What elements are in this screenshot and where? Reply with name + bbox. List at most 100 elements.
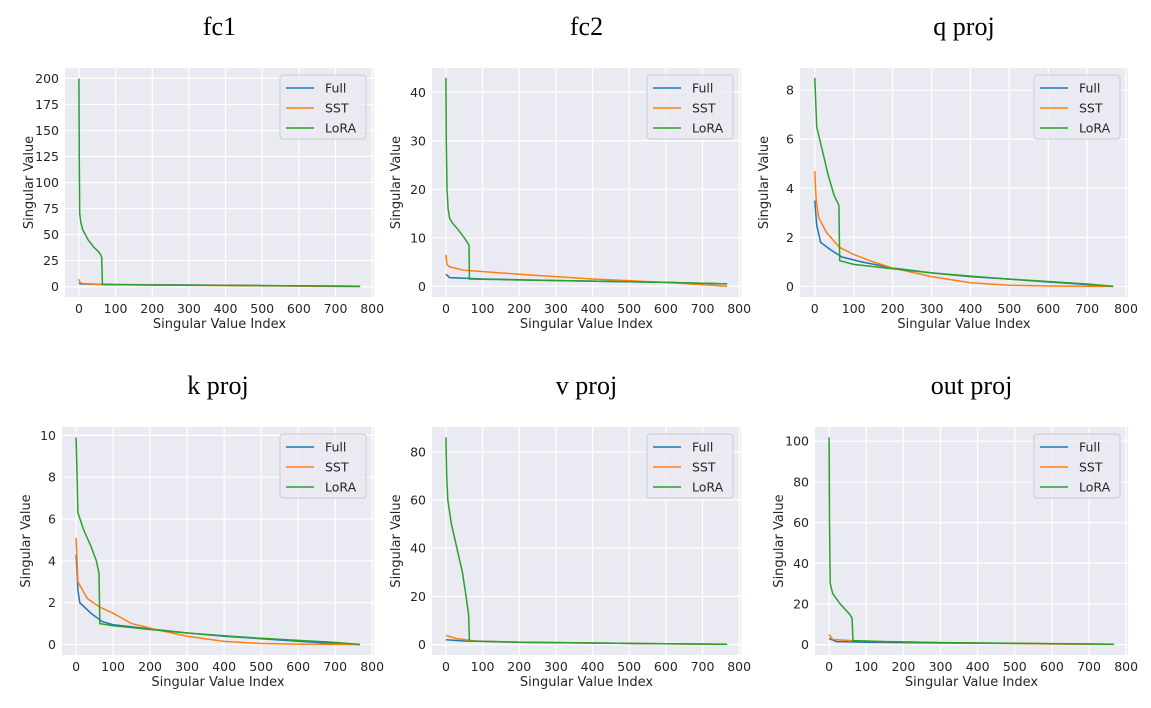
x-tick-label: 100	[104, 301, 128, 316]
legend-label: Full	[325, 440, 346, 455]
y-tick-label: 0	[801, 637, 809, 652]
x-tick-label: 800	[360, 659, 384, 674]
y-tick-label: 4	[48, 553, 56, 568]
legend	[646, 74, 734, 140]
x-tick-label: 600	[1036, 301, 1060, 316]
x-tick-label: 100	[471, 301, 495, 316]
subplot-title: fc2	[569, 12, 604, 41]
y-tick-label: 125	[35, 149, 59, 164]
x-tick-label: 800	[1114, 301, 1138, 316]
x-tick-label: 200	[507, 301, 531, 316]
x-tick-label: 600	[1040, 659, 1064, 674]
y-axis-label: Singular Value	[19, 494, 34, 587]
y-tick-label: 200	[35, 71, 59, 86]
x-tick-label: 100	[842, 301, 866, 316]
series-line-sst	[445, 634, 728, 646]
series-line-lora	[828, 437, 1114, 645]
y-tick-label: 8	[48, 470, 56, 485]
x-axis-label: Singular Value Index	[905, 675, 1039, 690]
x-tick-label: 400	[214, 301, 238, 316]
x-tick-label: 300	[544, 301, 568, 316]
y-tick-label: 30	[410, 133, 426, 148]
series-line-sst	[78, 279, 361, 288]
legend-label: LoRA	[692, 121, 724, 136]
series-line-sst	[814, 171, 1114, 288]
x-tick-label: 0	[442, 659, 450, 674]
y-axis-label: Singular Value	[757, 136, 772, 229]
x-tick-label: 100	[854, 659, 878, 674]
legend-label: LoRA	[325, 480, 357, 495]
x-tick-label: 700	[1077, 659, 1101, 674]
series-line-full	[445, 273, 728, 285]
legend-label: Full	[692, 440, 713, 455]
y-tick-label: 80	[793, 474, 809, 489]
x-tick-label: 0	[811, 301, 819, 316]
plot-background	[65, 68, 374, 297]
y-tick-label: 150	[35, 123, 59, 138]
series-line-full	[445, 639, 728, 645]
series-line-lora	[814, 77, 1114, 288]
x-tick-label: 500	[249, 659, 273, 674]
x-tick-label: 500	[1003, 659, 1027, 674]
series-line-lora	[75, 437, 360, 646]
x-tick-label: 400	[966, 659, 990, 674]
series-line-full	[814, 200, 1114, 288]
x-tick-label: 0	[72, 659, 80, 674]
legend-label: LoRA	[325, 121, 357, 136]
x-tick-label: 300	[175, 659, 199, 674]
x-axis-label: Singular Value Index	[520, 675, 654, 690]
x-tick-label: 700	[691, 301, 715, 316]
y-tick-label: 20	[410, 589, 426, 604]
x-tick-label: 200	[507, 659, 531, 674]
y-tick-label: 10	[410, 230, 426, 245]
y-tick-label: 0	[418, 637, 426, 652]
plot-background	[62, 427, 374, 655]
legend-label: Full	[692, 81, 713, 96]
y-tick-label: 100	[35, 175, 59, 190]
y-tick-label: 6	[786, 132, 794, 147]
x-tick-label: 300	[177, 301, 201, 316]
y-tick-label: 0	[786, 279, 794, 294]
y-tick-label: 6	[48, 512, 56, 527]
x-tick-label: 300	[929, 659, 953, 674]
x-tick-label: 800	[727, 301, 751, 316]
y-tick-label: 20	[793, 596, 809, 611]
legend	[279, 74, 367, 140]
plot-background	[432, 427, 741, 655]
legend-label: Full	[1079, 81, 1100, 96]
legend-label: LoRA	[692, 480, 724, 495]
plot-background	[432, 68, 741, 297]
legend-label: SST	[1079, 460, 1103, 475]
x-tick-label: 800	[360, 301, 384, 316]
subplot-title: fc1	[202, 12, 237, 41]
y-axis-label: Singular Value	[389, 494, 404, 587]
plot-background	[800, 68, 1128, 297]
x-tick-label: 400	[581, 301, 605, 316]
y-tick-label: 60	[410, 493, 426, 508]
legend	[646, 433, 734, 499]
series-line-sst	[445, 254, 728, 288]
x-tick-label: 600	[286, 659, 310, 674]
y-tick-label: 80	[410, 444, 426, 459]
y-tick-label: 10	[40, 428, 56, 443]
legend-label: Full	[1079, 440, 1100, 455]
x-tick-label: 700	[324, 301, 348, 316]
y-axis-label: Singular Value	[389, 136, 404, 229]
subplot-title: out proj	[930, 371, 1013, 400]
y-tick-label: 8	[786, 83, 794, 98]
y-tick-label: 175	[35, 97, 59, 112]
plot-background	[815, 427, 1128, 655]
x-axis-label: Singular Value Index	[897, 317, 1031, 332]
x-tick-label: 200	[891, 659, 915, 674]
x-tick-label: 700	[1075, 301, 1099, 316]
series-line-lora	[445, 77, 728, 285]
y-tick-label: 0	[51, 279, 59, 294]
series-line-full	[75, 554, 360, 646]
legend	[1033, 74, 1121, 140]
